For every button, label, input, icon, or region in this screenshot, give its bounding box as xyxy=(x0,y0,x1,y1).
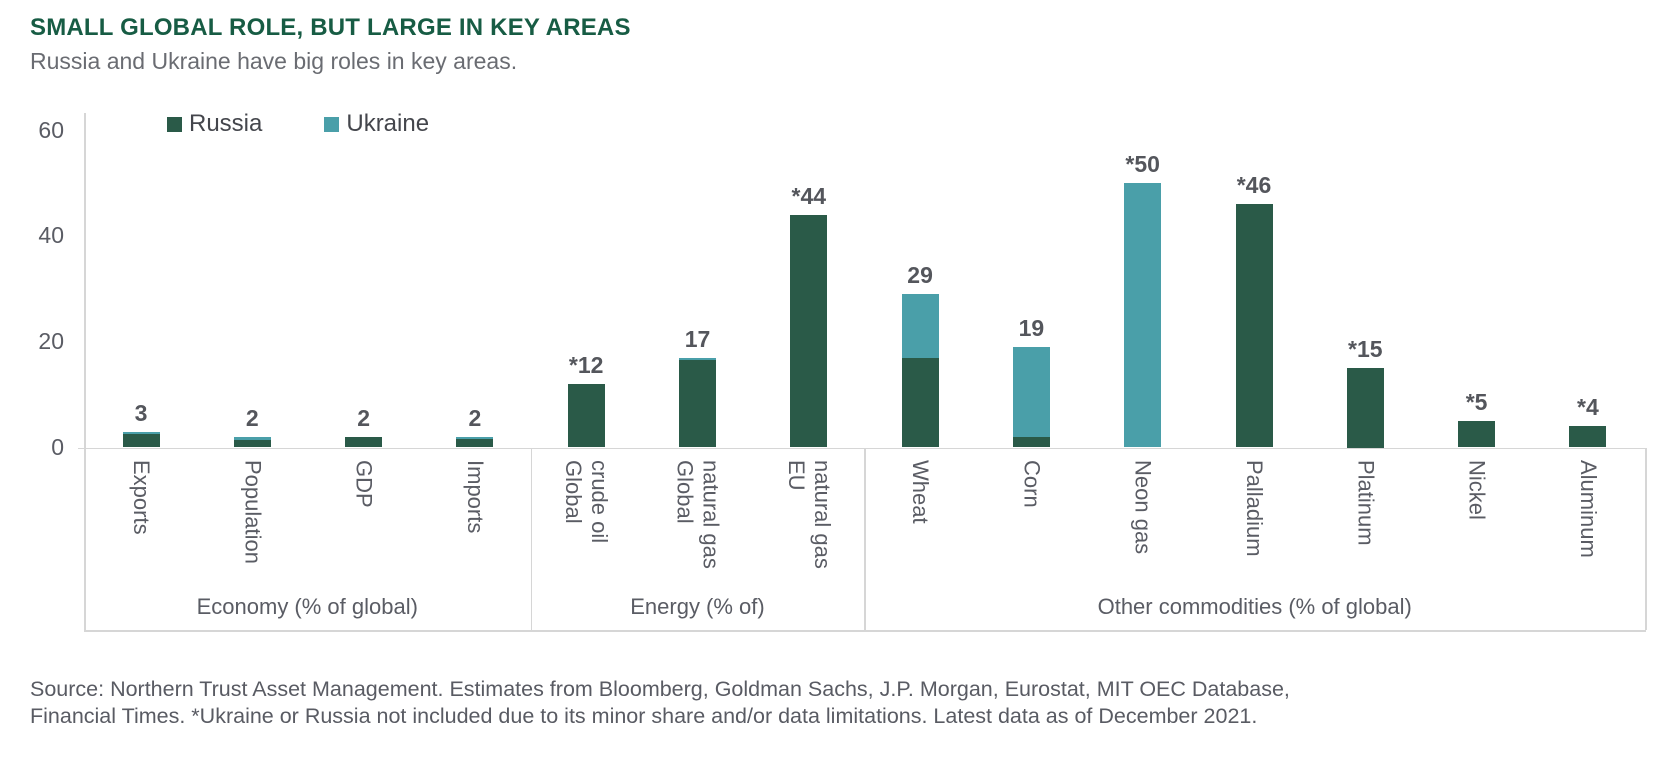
value-label-wheat: 29 xyxy=(907,262,933,289)
category-label-gdp: GDP xyxy=(351,460,377,508)
category-label-neon-gas: Neon gas xyxy=(1130,460,1156,555)
category-label-wheat: Wheat xyxy=(908,460,934,524)
bar-segment-russia-imports xyxy=(456,439,494,448)
bar-segment-ukraine-neon-gas xyxy=(1124,183,1162,448)
russia-swatch-icon xyxy=(167,116,182,132)
y-axis-tick-0: 0 xyxy=(51,433,64,460)
bar-segment-russia-corn xyxy=(1012,436,1050,448)
chart-title: SMALL GLOBAL ROLE, BUT LARGE IN KEY AREA… xyxy=(30,14,631,41)
category-label-platinum: Platinum xyxy=(1353,460,1379,546)
bar-segment-ukraine-corn xyxy=(1012,347,1050,437)
category-label-imports: Imports xyxy=(462,460,488,534)
chart-subtitle: Russia and Ukraine have big roles in key… xyxy=(30,48,518,74)
value-label-aluminum: *4 xyxy=(1577,394,1599,421)
group-label-economy-of-global: Economy (% of global) xyxy=(196,594,418,619)
category-label-exports: Exports xyxy=(129,460,154,535)
value-label-platinum: *15 xyxy=(1348,336,1383,363)
bar-segment-ukraine-global-natural-gas xyxy=(679,357,716,361)
value-label-eu-natural-gas: *44 xyxy=(791,183,827,210)
value-label-corn: 19 xyxy=(1018,315,1045,342)
value-label-population: 2 xyxy=(245,404,259,431)
bar-segment-russia-palladium xyxy=(1235,204,1273,448)
source-note-line2: Financial Times. *Ukraine or Russia not … xyxy=(30,704,1258,728)
source-note: Source: Northern Trust Asset Management.… xyxy=(30,676,1290,730)
group-label-other-commodities-of-global: Other commodities (% of global) xyxy=(1097,594,1412,619)
bar-segment-russia-gdp xyxy=(345,436,383,448)
bar-segment-russia-platinum xyxy=(1346,368,1384,448)
y-axis-tick-20: 20 xyxy=(38,327,64,354)
y-axis-tick-60: 60 xyxy=(38,116,64,143)
bar-segment-russia-exports xyxy=(122,433,160,448)
legend-label-ukraine: Ukraine xyxy=(346,110,430,137)
bar-segment-russia-eu-natural-gas xyxy=(790,215,828,448)
y-axis-line xyxy=(84,113,86,630)
bar-segment-russia-population xyxy=(233,440,271,448)
category-label-global-natural-gas: Global natural gas xyxy=(672,460,724,569)
group-divider-1 xyxy=(864,447,866,630)
bar-segment-russia-aluminum xyxy=(1569,426,1607,448)
value-label-exports: 3 xyxy=(134,399,148,426)
bar-segment-ukraine-population xyxy=(233,436,271,441)
category-label-nickel: Nickel xyxy=(1464,460,1490,520)
ukraine-swatch-icon xyxy=(324,116,340,132)
legend-label-russia: Russia xyxy=(189,110,263,137)
value-label-gdp: 2 xyxy=(357,404,370,431)
bar-segment-ukraine-imports xyxy=(456,436,494,440)
value-label-palladium: *46 xyxy=(1236,172,1272,199)
source-note-line1: Source: Northern Trust Asset Management.… xyxy=(30,677,1290,701)
x-axis-baseline xyxy=(78,447,1646,449)
value-label-neon-gas: *50 xyxy=(1125,151,1160,178)
bar-segment-ukraine-exports xyxy=(122,431,160,434)
bar-segment-russia-global-natural-gas xyxy=(679,360,716,448)
group-divider-2 xyxy=(1645,447,1647,630)
value-label-global-natural-gas: 17 xyxy=(684,325,711,352)
bar-segment-ukraine-wheat xyxy=(901,294,939,358)
category-label-aluminum: Aluminum xyxy=(1575,460,1601,558)
legend-item-ukraine: Ukraine xyxy=(324,110,429,138)
value-label-nickel: *5 xyxy=(1465,389,1488,416)
bar-segment-russia-nickel xyxy=(1458,421,1496,448)
label-area-bottom-line xyxy=(84,630,1646,632)
value-label-global-crude-oil: *12 xyxy=(568,352,604,379)
category-label-global-crude-oil: Global crude oil xyxy=(561,460,613,544)
category-label-palladium: Palladium xyxy=(1242,460,1267,557)
legend-item-russia: Russia xyxy=(167,110,262,138)
bar-segment-russia-wheat xyxy=(901,357,939,448)
group-label-energy-of: Energy (% of) xyxy=(630,594,765,619)
category-label-corn: Corn xyxy=(1019,460,1045,508)
bar-segment-russia-global-crude-oil xyxy=(567,384,605,448)
y-axis-tick-40: 40 xyxy=(38,222,64,249)
category-label-eu-natural-gas: EU natural gas xyxy=(783,460,835,569)
group-divider-0 xyxy=(530,447,533,630)
category-label-population: Population xyxy=(240,460,266,564)
chart-legend: Russia Ukraine xyxy=(167,110,491,138)
value-label-imports: 2 xyxy=(468,404,482,431)
